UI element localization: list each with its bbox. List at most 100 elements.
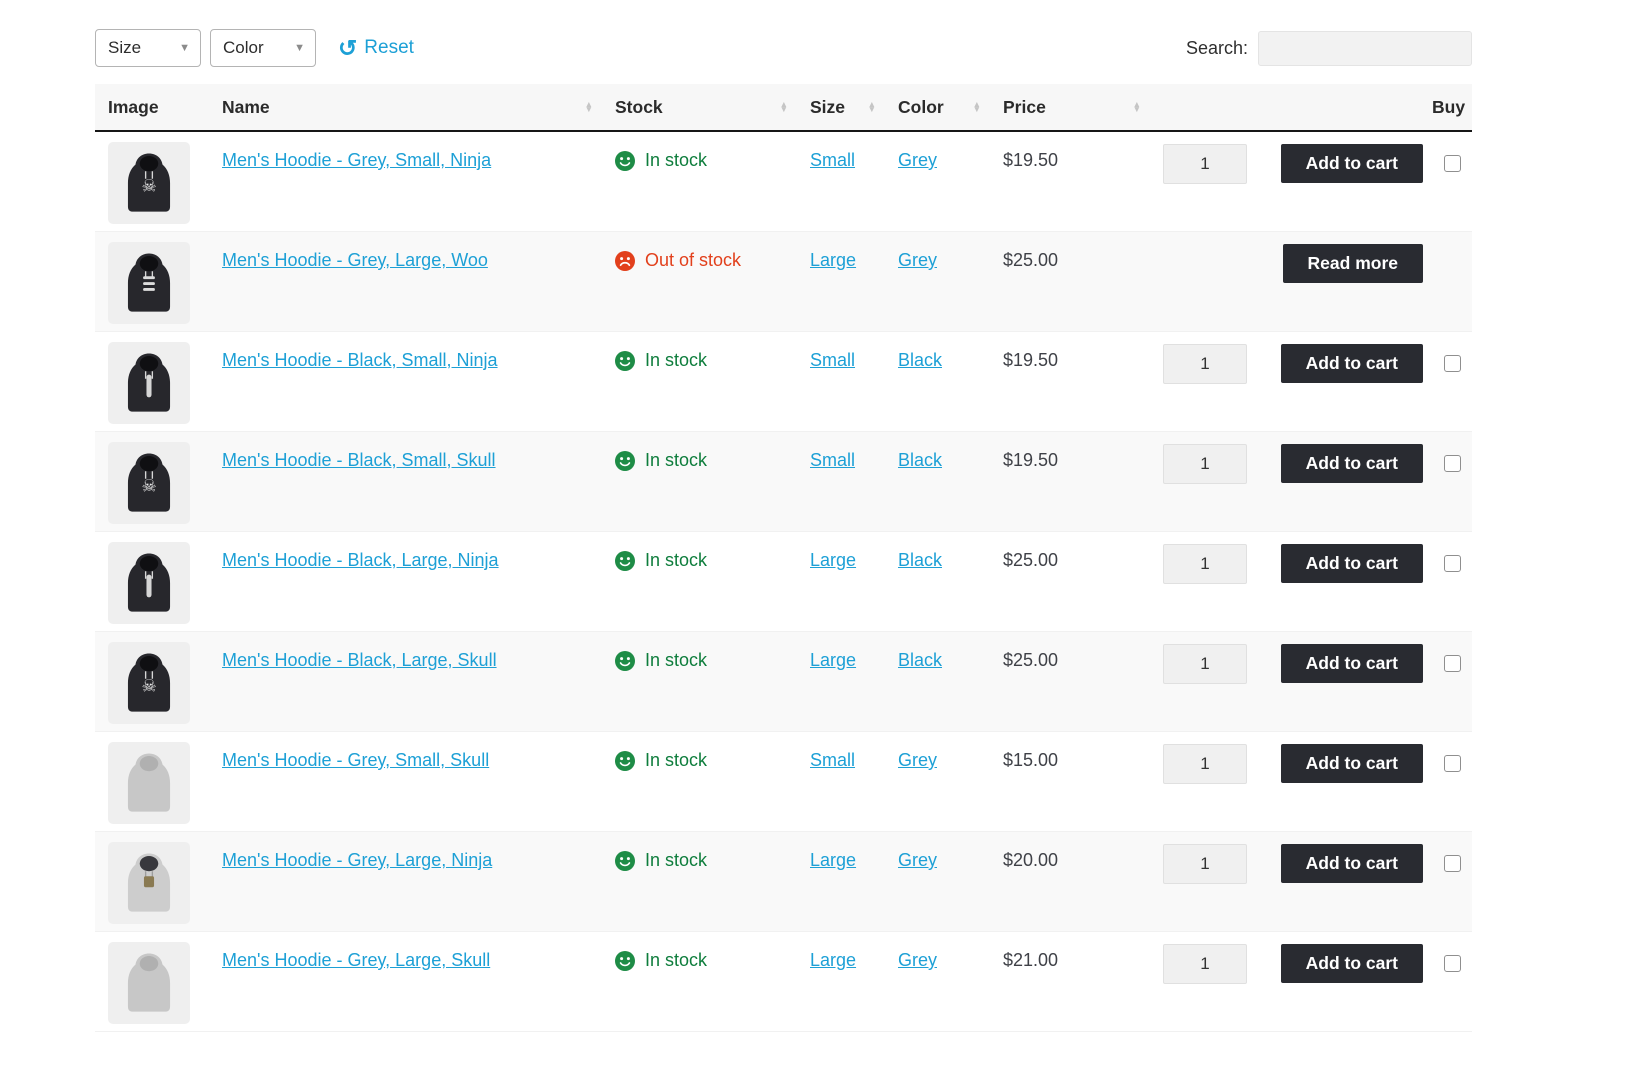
buy-checkbox[interactable] (1443, 755, 1461, 772)
hoodie-image: ☠ (127, 253, 171, 312)
buy-checkbox[interactable] (1443, 555, 1461, 572)
price-value: $19.50 (1003, 150, 1059, 170)
in-stock-smiley-icon (615, 750, 635, 771)
quantity-input[interactable] (1163, 344, 1247, 384)
color-link[interactable]: Grey (898, 150, 938, 170)
quantity-input[interactable] (1163, 144, 1247, 184)
buy-checkbox[interactable] (1443, 455, 1461, 472)
size-link[interactable]: Large (810, 850, 857, 870)
sort-icon[interactable]: ▲ ▼ (867, 99, 876, 114)
sort-icon[interactable]: ▲ ▼ (972, 99, 981, 114)
price-value: $21.00 (1003, 950, 1059, 970)
color-link[interactable]: Black (898, 650, 943, 670)
color-link[interactable]: Grey (898, 250, 938, 270)
size-link[interactable]: Small (810, 750, 856, 770)
product-name-link[interactable]: Men's Hoodie - Grey, Large, Woo (222, 250, 488, 270)
chevron-down-icon: ▼ (294, 42, 305, 54)
product-name-link[interactable]: Men's Hoodie - Black, Large, Skull (222, 650, 497, 670)
hoodie-image: ☠ (127, 753, 171, 812)
color-link[interactable]: Black (898, 550, 943, 570)
product-image[interactable]: ☠ (108, 842, 190, 924)
table-row: ☠ Men's Hoodie - Grey, Large, Ninja (95, 832, 1472, 932)
add-to-cart-button[interactable]: Add to cart (1280, 144, 1423, 183)
size-link[interactable]: Small (810, 150, 856, 170)
product-image[interactable]: ☠ (108, 442, 190, 524)
add-to-cart-button[interactable]: Add to cart (1280, 944, 1423, 983)
reset-button[interactable]: ↺ Reset (338, 36, 414, 60)
size-cell: Large (810, 632, 898, 731)
size-link[interactable]: Small (810, 350, 856, 370)
product-name-link[interactable]: Men's Hoodie - Black, Large, Ninja (222, 550, 499, 570)
product-name-link[interactable]: Men's Hoodie - Grey, Large, Skull (222, 950, 491, 970)
in-stock-smiley-icon (615, 650, 635, 671)
sort-icon[interactable]: ▲ ▼ (1132, 99, 1141, 114)
add-to-cart-button[interactable]: Add to cart (1280, 344, 1423, 383)
product-image[interactable]: ☠ (108, 742, 190, 824)
buy-checkbox[interactable] (1443, 855, 1461, 872)
product-image[interactable]: ☠ (108, 342, 190, 424)
buy-checkbox[interactable] (1443, 655, 1461, 672)
stock-status: In stock (645, 950, 708, 970)
color-link[interactable]: Grey (898, 950, 938, 970)
quantity-cell (1163, 932, 1267, 1031)
quantity-input[interactable] (1163, 544, 1247, 584)
add-to-cart-button[interactable]: Add to cart (1280, 644, 1423, 683)
hoodie-image: ☠ (127, 853, 171, 912)
buy-checkbox[interactable] (1443, 955, 1461, 972)
product-image[interactable]: ☠ (108, 242, 190, 324)
color-link[interactable]: Black (898, 450, 943, 470)
add-to-cart-button[interactable]: Add to cart (1280, 444, 1423, 483)
quantity-input[interactable] (1163, 944, 1247, 984)
table-row: ☠ Men's Hoodie - Black, Small, Skull (95, 432, 1472, 532)
stock-cell: In stock (615, 532, 810, 631)
sort-icon[interactable]: ▲ ▼ (584, 99, 593, 114)
sort-icon[interactable]: ▲ ▼ (779, 99, 788, 114)
size-link[interactable]: Large (810, 550, 857, 570)
product-name-link[interactable]: Men's Hoodie - Grey, Small, Ninja (222, 150, 492, 170)
quantity-input[interactable] (1163, 444, 1247, 484)
size-filter-dropdown[interactable]: Size ▼ (95, 29, 201, 67)
header-size[interactable]: Size ▲ ▼ (810, 96, 876, 117)
product-image[interactable]: ☠ (108, 142, 190, 224)
header-stock[interactable]: Stock ▲ ▼ (615, 96, 788, 117)
size-link[interactable]: Small (810, 450, 856, 470)
add-to-cart-button[interactable]: Add to cart (1280, 844, 1423, 883)
size-link[interactable]: Large (810, 250, 857, 270)
product-name-link[interactable]: Men's Hoodie - Black, Small, Ninja (222, 350, 498, 370)
size-link[interactable]: Large (810, 950, 857, 970)
hoodie-image: ☠ (127, 953, 171, 1012)
buy-checkbox[interactable] (1443, 155, 1461, 172)
product-table: Image Name ▲ ▼ Stock ▲ ▼ Size ▲ ▼ Color ▲ ▼ … (95, 84, 1472, 1032)
buy-cell (1432, 332, 1472, 431)
action-cell: Add to cart (1267, 732, 1432, 831)
buy-checkbox[interactable] (1443, 355, 1461, 372)
stock-status: In stock (645, 850, 708, 870)
product-name-link[interactable]: Men's Hoodie - Grey, Small, Skull (222, 750, 490, 770)
header-price[interactable]: Price ▲ ▼ (1003, 96, 1141, 117)
product-image[interactable]: ☠ (108, 942, 190, 1024)
add-to-cart-button[interactable]: Add to cart (1280, 744, 1423, 783)
product-image[interactable]: ☠ (108, 642, 190, 724)
search-box: Search: (1186, 30, 1472, 66)
product-name-link[interactable]: Men's Hoodie - Black, Small, Skull (222, 450, 496, 470)
color-link[interactable]: Grey (898, 750, 938, 770)
color-link[interactable]: Black (898, 350, 943, 370)
product-image[interactable]: ☠ (108, 542, 190, 624)
in-stock-smiley-icon (615, 450, 635, 471)
quantity-input[interactable] (1163, 644, 1247, 684)
search-input[interactable] (1258, 30, 1472, 66)
header-color[interactable]: Color ▲ ▼ (898, 96, 981, 117)
stock-status: In stock (645, 150, 708, 170)
color-filter-dropdown[interactable]: Color ▼ (210, 29, 316, 67)
add-to-cart-button[interactable]: Add to cart (1280, 544, 1423, 583)
size-cell: Small (810, 132, 898, 231)
size-link[interactable]: Large (810, 650, 857, 670)
header-name[interactable]: Name ▲ ▼ (222, 96, 593, 117)
quantity-input[interactable] (1163, 744, 1247, 784)
color-link[interactable]: Grey (898, 850, 938, 870)
product-name-link[interactable]: Men's Hoodie - Grey, Large, Ninja (222, 850, 493, 870)
read-more-button[interactable]: Read more (1282, 244, 1423, 283)
quantity-input[interactable] (1163, 844, 1247, 884)
buy-cell (1432, 132, 1472, 231)
stock-status: In stock (645, 650, 708, 670)
